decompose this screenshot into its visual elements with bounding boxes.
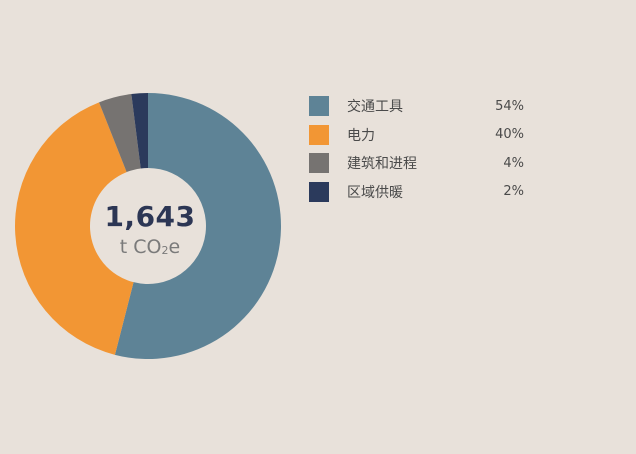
legend-swatch bbox=[309, 96, 329, 116]
legend: 交通工具 54% 电力 40% 建筑和进程 4% 区域供暖 2% bbox=[309, 96, 524, 210]
donut-chart bbox=[14, 93, 281, 359]
legend-label: 电力 bbox=[347, 127, 375, 144]
legend-item-district-heating: 区域供暖 2% bbox=[309, 181, 524, 202]
legend-label: 交通工具 bbox=[347, 99, 403, 115]
total-unit: t CO2e bbox=[119, 236, 181, 258]
legend-percent: 40% bbox=[495, 127, 524, 142]
legend-item-buildings: 建筑和进程 4% bbox=[309, 153, 524, 173]
donut-slice-0 bbox=[114, 93, 281, 359]
legend-swatch bbox=[309, 124, 329, 145]
donut-slice-1 bbox=[14, 102, 134, 355]
legend-item-transport: 交通工具 54% bbox=[309, 96, 524, 116]
legend-label: 建筑和进程 bbox=[347, 156, 417, 172]
legend-percent: 2% bbox=[503, 184, 524, 199]
total-value: 1,643 bbox=[104, 200, 196, 233]
legend-item-electricity: 电力 40% bbox=[309, 124, 524, 145]
donut-slice-2 bbox=[99, 94, 141, 173]
legend-percent: 54% bbox=[495, 98, 524, 114]
legend-percent: 4% bbox=[503, 155, 524, 171]
legend-swatch bbox=[309, 181, 329, 202]
legend-swatch bbox=[309, 153, 329, 173]
legend-label: 区域供暖 bbox=[347, 184, 403, 201]
donut-slice-3 bbox=[131, 93, 148, 169]
